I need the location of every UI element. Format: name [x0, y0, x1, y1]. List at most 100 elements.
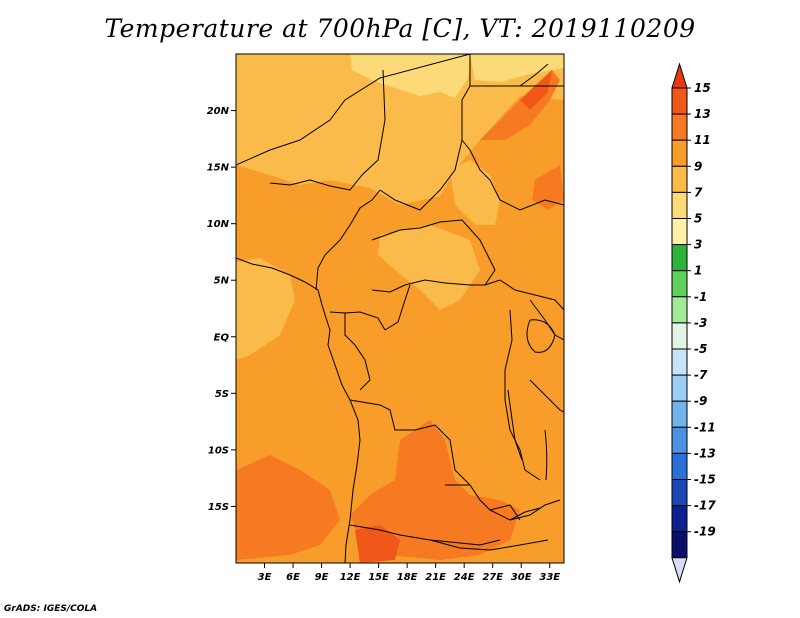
colorbar-swatch — [671, 400, 688, 428]
border-tanzania — [529, 379, 564, 413]
border-congo — [384, 284, 411, 331]
colorbar-swatch — [671, 218, 688, 246]
colorbar-swatch — [671, 322, 688, 350]
colorbar-swatch — [671, 479, 688, 507]
colorbar-swatch — [671, 348, 688, 376]
colorbar-swatch — [671, 296, 688, 324]
colorbar-swatch — [671, 505, 688, 533]
colorbar-swatch — [671, 531, 688, 559]
field-cool-north — [236, 54, 564, 205]
lat-tick-label: 5N — [214, 276, 230, 287]
colorbar-bottom-arrow — [671, 557, 688, 584]
colorbar-label: -19 — [694, 525, 716, 539]
colorbar-label: -1 — [694, 290, 707, 304]
map-frame — [235, 53, 565, 564]
border-angola-zambia — [445, 484, 521, 521]
colorbar-swatch — [671, 113, 688, 141]
lon-tick-label: 15E — [368, 572, 389, 583]
lake-malawi — [544, 429, 548, 481]
border-drc-east — [504, 309, 541, 481]
lon-tick-label: 9E — [315, 572, 329, 583]
colorbar-label: 5 — [694, 212, 702, 226]
colorbar-label: -3 — [694, 316, 707, 330]
colorbar-label: 1 — [694, 264, 702, 278]
border-car — [371, 219, 496, 286]
lon-tick-label: 24E — [454, 572, 475, 583]
colorbar-swatch — [671, 244, 688, 272]
lake-tanganyika — [507, 389, 523, 461]
border-drc-angola — [349, 399, 471, 486]
grads-credit: GrADS: IGES/COLA — [4, 604, 98, 614]
lon-tick-label: 27E — [482, 572, 503, 583]
field-cool-westcoast — [236, 258, 295, 360]
colorbar-label: -17 — [694, 499, 716, 513]
colorbar-label: -9 — [694, 394, 707, 408]
border-chad — [379, 54, 471, 211]
border-south-sudan — [484, 279, 564, 311]
border-gabon-congo — [344, 313, 371, 391]
lat-tick-label: 10N — [207, 219, 230, 230]
colorbar-label: 15 — [694, 81, 711, 95]
lon-tick-label: 18E — [397, 572, 418, 583]
field-cool-east — [450, 160, 500, 225]
colorbar-label: -15 — [694, 473, 716, 487]
southern-border — [429, 539, 549, 551]
red-sea-coast — [519, 63, 549, 87]
colorbar-swatch — [671, 165, 688, 193]
colorbar-swatch — [671, 270, 688, 298]
lon-tick-label: 33E — [539, 572, 560, 583]
lake-victoria — [526, 319, 556, 353]
field-cold-north-patch2 — [470, 54, 564, 82]
lat-tick-label: 15S — [208, 502, 229, 513]
field-warm-east — [532, 165, 564, 210]
colorbar-label: 9 — [694, 159, 702, 173]
zambia-zimbabwe — [489, 499, 561, 521]
colorbar-label: 3 — [694, 238, 702, 252]
lon-tick-label: 12E — [340, 572, 361, 583]
border-nigeria-cameroon — [315, 189, 381, 291]
colorbar-swatch — [671, 139, 688, 167]
colorbar-swatch — [671, 191, 688, 219]
colorbar-label: 7 — [694, 185, 703, 199]
border-niger-nigeria — [269, 69, 386, 191]
lon-tick-label: 3E — [258, 572, 272, 583]
field-hot-northeast — [520, 70, 552, 110]
border-cameroon-gabon — [329, 311, 386, 331]
colorbar-legend: 15 13 11 9 7 5 3 1 -1 -3 -5 -7 -9 -11 -13 -15 -17 -19 — [671, 62, 716, 584]
colorbar-label: -13 — [694, 446, 716, 460]
field-cool-central — [378, 225, 480, 310]
lon-tick-label: 30E — [511, 572, 532, 583]
lon-tick-label: 6E — [286, 572, 300, 583]
field-cold-north-patch — [350, 54, 470, 98]
border-west-africa — [236, 54, 471, 166]
temperature-field — [236, 54, 564, 563]
longitude-axis: 3E 6E 9E 12E 15E 18E 21E 24E 27E 30E 33E — [258, 563, 560, 583]
field-warm-southwest — [236, 455, 340, 560]
border-sudan — [461, 139, 564, 211]
lat-tick-label: EQ — [214, 332, 230, 343]
field-hot-south — [355, 525, 400, 563]
latitude-axis: 20N 15N 10N 5N EQ 5S 10S 15S — [207, 106, 236, 513]
lat-tick-label: 5S — [215, 389, 229, 400]
border-car-south — [371, 279, 485, 293]
country-borders — [236, 54, 564, 563]
colorbar-top-arrow — [671, 62, 688, 89]
colorbar-label: -11 — [694, 420, 716, 434]
coastline-gulf-of-guinea — [236, 257, 361, 563]
map-title: Temperature at 700hPa [C], VT: 201911020… — [104, 14, 696, 43]
colorbar-label: 13 — [694, 107, 711, 121]
lat-tick-label: 15N — [207, 163, 230, 174]
lon-tick-label: 21E — [425, 572, 446, 583]
lake-kariba — [509, 507, 541, 521]
lat-tick-label: 20N — [207, 106, 230, 117]
border-east-africa — [529, 299, 564, 341]
field-warm-south — [350, 420, 520, 560]
colorbar-swatch — [671, 87, 688, 115]
colorbar-swatch — [671, 374, 688, 402]
colorbar-label: -7 — [694, 368, 708, 382]
colorbar-swatch — [671, 426, 688, 454]
colorbar-label: -5 — [694, 342, 707, 356]
colorbar-swatch — [671, 452, 688, 480]
lat-tick-label: 10S — [208, 445, 229, 456]
